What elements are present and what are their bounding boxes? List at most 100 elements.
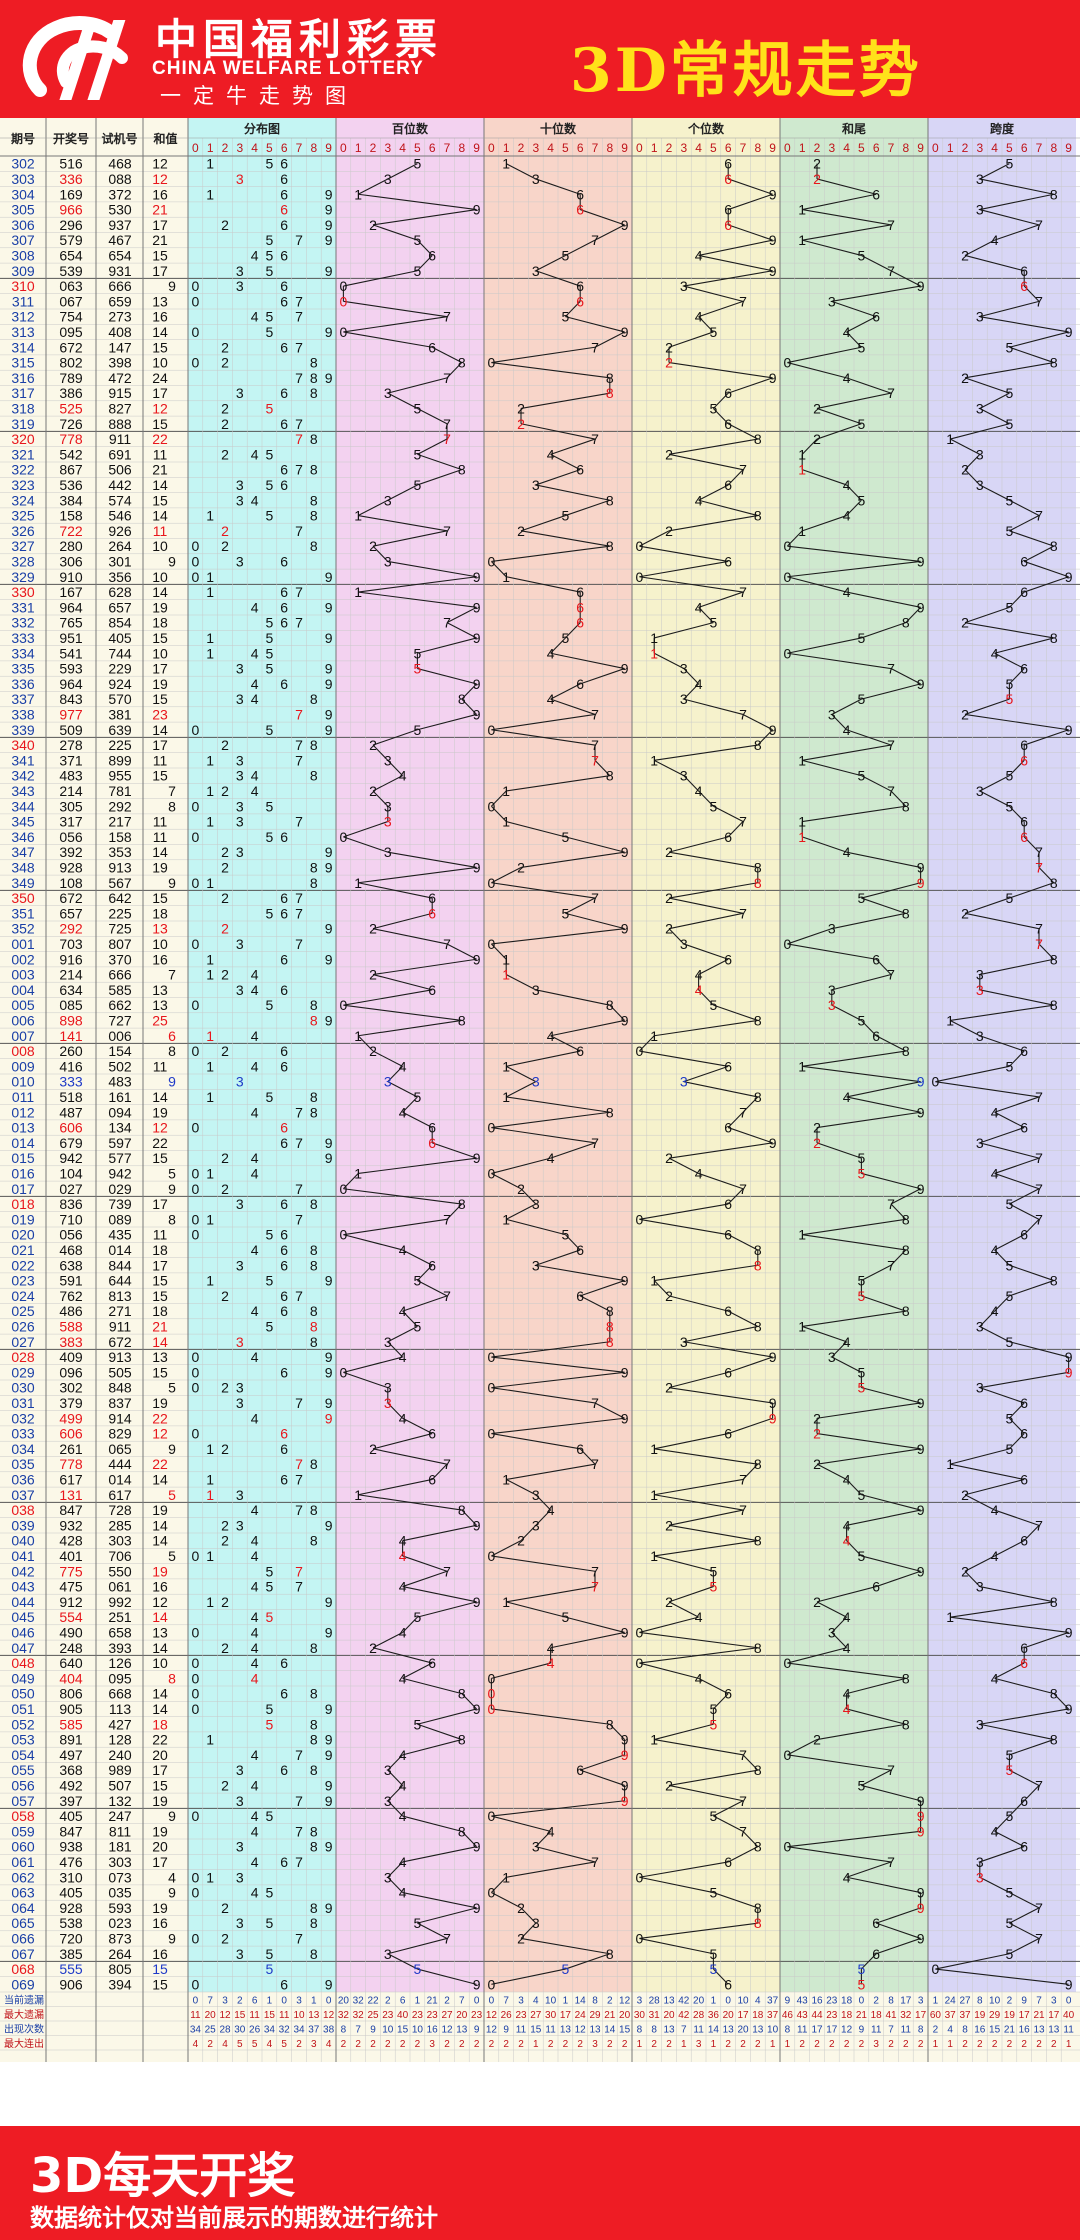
trend-segment bbox=[446, 1203, 463, 1220]
header-digit: 6 bbox=[725, 141, 732, 155]
trend-segment bbox=[846, 1876, 921, 1894]
trend-segment bbox=[1009, 331, 1069, 348]
trend-marker: 3 bbox=[384, 1380, 392, 1396]
header-digit: 9 bbox=[769, 141, 776, 155]
trend-marker: 3 bbox=[976, 967, 984, 983]
trend-segment bbox=[876, 1922, 921, 1939]
table-row: 036 617 014 14 bbox=[11, 1471, 168, 1487]
header-digit: 5 bbox=[414, 141, 421, 155]
sum-cell: 19 bbox=[152, 1793, 168, 1809]
distribution-digit: 4 bbox=[251, 1777, 259, 1793]
trend-segment bbox=[343, 331, 433, 348]
trend-marker: 4 bbox=[843, 1686, 851, 1702]
distribution-digit: 9 bbox=[325, 1517, 333, 1533]
distribution-digit: 3 bbox=[236, 1793, 244, 1809]
trend-marker: 1 bbox=[650, 645, 658, 661]
trend-segment bbox=[639, 1631, 758, 1649]
trend-marker: 4 bbox=[399, 1624, 407, 1640]
stats-cell: 2 bbox=[415, 2039, 421, 2050]
trend-marker: 3 bbox=[976, 1318, 984, 1334]
trend-marker: 6 bbox=[1020, 737, 1028, 753]
trial-cell: 854 bbox=[108, 615, 132, 631]
stats-cell: 20 bbox=[663, 2010, 675, 2021]
sum-cell: 20 bbox=[152, 1839, 168, 1855]
trend-marker: 2 bbox=[665, 1594, 673, 1610]
trend-marker: 6 bbox=[1020, 1839, 1028, 1855]
stats-cell: 11 bbox=[279, 2010, 290, 2021]
trend-segment bbox=[372, 912, 433, 930]
trend-marker: 5 bbox=[858, 890, 866, 906]
trend-segment bbox=[875, 1035, 907, 1052]
table-row: 348 928 913 19 bbox=[11, 859, 168, 875]
stats-cell: 2 bbox=[489, 2039, 495, 2050]
trend-segment bbox=[979, 790, 1010, 807]
trend-marker: 6 bbox=[428, 890, 436, 906]
distribution-digit: 3 bbox=[236, 1380, 244, 1396]
table-row: 003 214 666 7 bbox=[11, 967, 176, 983]
distribution-digit: 2 bbox=[221, 1900, 229, 1916]
trend-segment bbox=[372, 729, 418, 746]
table-row: 034 261 065 9 bbox=[11, 1441, 176, 1457]
distribution-digit: 8 bbox=[310, 508, 318, 524]
trend-segment bbox=[831, 1004, 862, 1021]
stats-cell: 2 bbox=[829, 2039, 835, 2050]
draw-cell: 765 bbox=[59, 615, 83, 631]
distribution-digit: 0 bbox=[192, 1165, 200, 1181]
table-row: 042 775 550 19 bbox=[11, 1563, 168, 1579]
table-row: 039 932 285 14 bbox=[11, 1517, 168, 1533]
stats-cell: 8 bbox=[341, 2024, 347, 2035]
trend-segment bbox=[491, 713, 596, 731]
table-row: 032 499 914 22 bbox=[11, 1410, 168, 1426]
trend-segment bbox=[358, 1019, 462, 1037]
trend-marker: 3 bbox=[384, 1793, 392, 1809]
draw-cell: 710 bbox=[59, 1211, 83, 1227]
sum-cell: 13 bbox=[152, 982, 168, 998]
trend-segment bbox=[994, 1540, 1025, 1557]
distribution-digit: 6 bbox=[280, 1242, 288, 1258]
distribution-digit: 0 bbox=[192, 278, 200, 294]
draw-cell: 476 bbox=[59, 1854, 83, 1870]
trend-marker: 4 bbox=[843, 1471, 851, 1487]
period-cell: 323 bbox=[11, 477, 35, 493]
table-row: 023 591 644 15 bbox=[11, 1273, 168, 1289]
trend-marker: 9 bbox=[917, 1104, 925, 1120]
table-row: 309 539 931 17 bbox=[11, 263, 168, 279]
stats-cell: 12 bbox=[619, 1995, 631, 2006]
trend-marker: 6 bbox=[576, 1242, 584, 1258]
table-row: 339 509 639 14 bbox=[11, 722, 168, 738]
trend-marker: 9 bbox=[917, 1900, 925, 1916]
trend-marker: 5 bbox=[1006, 890, 1014, 906]
draw-cell: 499 bbox=[59, 1410, 83, 1426]
period-cell: 014 bbox=[11, 1135, 35, 1151]
header-digit: 3 bbox=[384, 141, 391, 155]
stats-cell: 2 bbox=[518, 2039, 524, 2050]
trend-marker: 9 bbox=[473, 569, 481, 585]
stats-cell: 1 bbox=[533, 2039, 539, 2050]
trend-marker: 8 bbox=[606, 997, 614, 1013]
trial-cell: 147 bbox=[108, 339, 132, 355]
distribution-digit: 2 bbox=[221, 1181, 229, 1197]
trial-cell: 805 bbox=[108, 1961, 132, 1977]
distribution-digit: 1 bbox=[206, 1273, 214, 1289]
distribution-digit: 4 bbox=[251, 492, 259, 508]
trend-marker: 7 bbox=[739, 1747, 747, 1763]
distribution-digit: 0 bbox=[192, 1043, 200, 1059]
trial-cell: 264 bbox=[108, 1946, 132, 1962]
distribution-digit: 0 bbox=[192, 1120, 200, 1136]
trend-segment bbox=[935, 1065, 1010, 1083]
trend-marker: 9 bbox=[917, 1823, 925, 1839]
header-digit: 0 bbox=[932, 141, 939, 155]
header-digit: 7 bbox=[740, 141, 747, 155]
trend-marker: 8 bbox=[902, 1670, 910, 1686]
trend-marker: 2 bbox=[813, 1135, 821, 1151]
distribution-digit: 3 bbox=[236, 1334, 244, 1350]
trial-cell: 132 bbox=[108, 1793, 132, 1809]
trend-marker: 7 bbox=[887, 1762, 895, 1778]
trend-marker: 6 bbox=[576, 584, 584, 600]
sum-cell: 14 bbox=[152, 1701, 168, 1717]
stats-cell: 2 bbox=[503, 2039, 509, 2050]
footer-main-text: 3D每天开奖 bbox=[30, 2148, 296, 2204]
trend-segment bbox=[402, 1739, 462, 1756]
trend-marker: 4 bbox=[991, 1548, 999, 1564]
trend-marker: 8 bbox=[458, 1823, 466, 1839]
